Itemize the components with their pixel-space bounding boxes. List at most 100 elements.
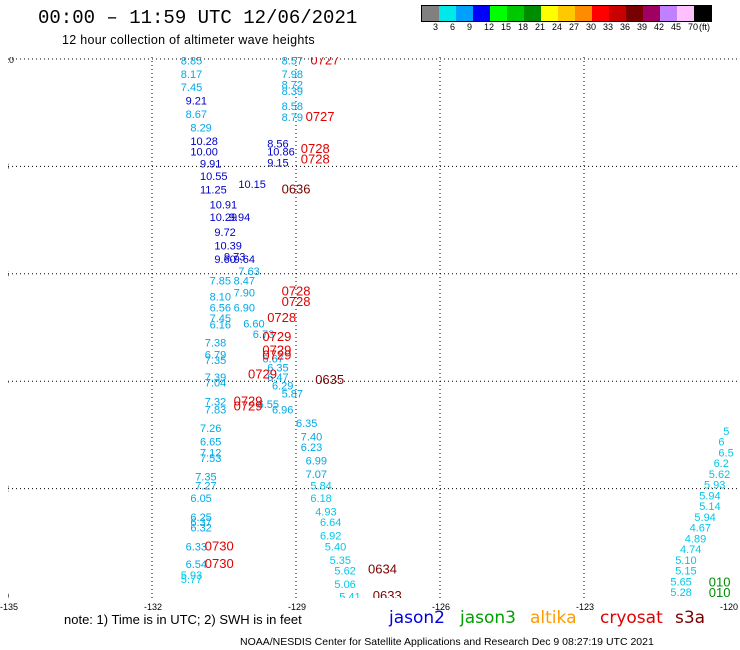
color-label-16: (ft) (699, 22, 710, 32)
swh-point: 10.15 (238, 179, 266, 191)
swh-point: 8.57 (282, 57, 303, 67)
swh-point: 6.54 (186, 559, 207, 571)
swh-point: 6.35 (296, 418, 317, 430)
color-swatch-2 (456, 6, 473, 21)
swh-point: 7.32 (205, 396, 226, 408)
swh-point: 6.29 (272, 380, 293, 392)
swh-point: 6.35 (267, 363, 288, 375)
color-label-13: 42 (654, 22, 665, 32)
swh-point: 8.72 (282, 80, 303, 92)
pass-time-label: 010 (709, 585, 731, 598)
swh-point: 6.23 (301, 442, 322, 454)
swh-point: 7.35 (205, 355, 226, 367)
color-label-7: 24 (552, 22, 563, 32)
swh-point: 7.63 (238, 266, 259, 278)
swh-point: 5.35 (330, 555, 351, 567)
swh-point: 9.73 (224, 251, 245, 263)
swh-point: 6 (718, 437, 724, 449)
color-swatch-7 (541, 6, 558, 21)
pass-time-label: 0727 (310, 57, 339, 67)
pass-time-label: 0730 (205, 538, 234, 553)
swh-point: 8.29 (190, 122, 211, 134)
swh-point: 5.77 (181, 574, 202, 586)
y-tick-label: 0 (8, 591, 9, 598)
legend-jason3: jason3 (460, 608, 516, 628)
swh-point: 5.84 (310, 481, 331, 493)
swh-point: 7.85 (210, 276, 231, 288)
swh-point: 5.14 (699, 501, 720, 513)
swh-point: 5.65 (670, 576, 691, 588)
swh-point: 7.45 (210, 313, 231, 325)
swh-point: 10.39 (214, 241, 242, 253)
swh-point: 6.55 (258, 399, 279, 411)
swh-point: 5.10 (675, 555, 696, 567)
swh-point: 5.40 (325, 541, 346, 553)
color-swatch-12 (626, 6, 643, 21)
color-label-15: 70 (688, 22, 699, 32)
swh-point: 6.5 (718, 447, 733, 459)
pass-time-label: 0729 (262, 329, 291, 344)
color-swatch-14 (660, 6, 677, 21)
swh-point: 5.62 (709, 469, 730, 481)
pass-time-label: 0729 (248, 367, 277, 382)
y-tick-label: 10 (8, 57, 14, 65)
color-label-6: 21 (535, 22, 546, 32)
swh-point: 7.07 (306, 469, 327, 481)
swh-point: 6.73 (253, 329, 274, 341)
x-tick-label: -123 (576, 602, 595, 612)
swh-point: 10.91 (210, 199, 238, 211)
color-label-1: 6 (450, 22, 456, 32)
swh-point: 8.47 (234, 276, 255, 288)
swh-point: 6.33 (186, 541, 207, 553)
swh-point: 8.56 (267, 139, 288, 151)
swh-point: 4.74 (680, 544, 701, 556)
legend-s3a: s3a (675, 608, 706, 628)
legend-cryosat: cryosat (600, 608, 663, 628)
pass-time-label: 0727 (306, 109, 335, 124)
swh-point: 10.28 (190, 136, 218, 148)
swh-point: 5.41 (339, 591, 360, 598)
swh-point: 5.93 (704, 480, 725, 492)
pass-time-label: 0728 (301, 141, 330, 156)
swh-point: 4.67 (690, 523, 711, 535)
swh-point: 6.79 (205, 350, 226, 362)
swh-point: 6.96 (272, 404, 293, 416)
swh-point: 5.94 (694, 512, 715, 524)
swh-point: 7.83 (205, 404, 226, 416)
color-swatch-11 (609, 6, 626, 21)
swh-point: 9.91 (200, 158, 221, 170)
x-tick-label: -129 (288, 602, 307, 612)
swh-point: 6.92 (320, 531, 341, 543)
swh-point: 5.06 (334, 579, 355, 591)
swh-point: 5 (723, 426, 729, 438)
swh-point: 9.72 (214, 227, 235, 239)
y-tick-label: 8 (8, 161, 9, 171)
swh-point: 5.28 (670, 587, 691, 598)
swh-point: 7.27 (195, 481, 216, 493)
pass-time-label: 0728 (282, 294, 311, 309)
swh-point: 6.56 (210, 302, 231, 314)
swh-point: 8.17 (181, 69, 202, 81)
pass-time-label: 0729 (234, 399, 263, 414)
swh-point: 8.58 (282, 101, 303, 113)
swh-point: 6.90 (234, 302, 255, 314)
color-swatch-1 (439, 6, 456, 21)
pass-time-label: 0728 (282, 283, 311, 298)
x-tick-label: -135 (0, 602, 19, 612)
color-label-5: 18 (518, 22, 529, 32)
color-label-10: 33 (603, 22, 614, 32)
swh-point: 7.38 (205, 337, 226, 349)
x-tick-label: -120 (720, 602, 739, 612)
swh-point: 5.94 (699, 490, 720, 502)
pass-time-label: 0729 (234, 393, 263, 408)
swh-point: 9.60 (214, 254, 235, 266)
swh-point: 6.16 (210, 320, 231, 332)
swh-point: 9.94 (229, 212, 250, 224)
swh-point: 6.37 (190, 517, 211, 529)
pass-time-label: 0730 (205, 556, 234, 571)
swh-point: 7.39 (205, 372, 226, 384)
swh-point: 8.10 (210, 292, 231, 304)
wave-height-plot: 02468108.858.578.177.987.458.728.399.218… (8, 57, 740, 598)
swh-point: 7.40 (301, 431, 322, 443)
